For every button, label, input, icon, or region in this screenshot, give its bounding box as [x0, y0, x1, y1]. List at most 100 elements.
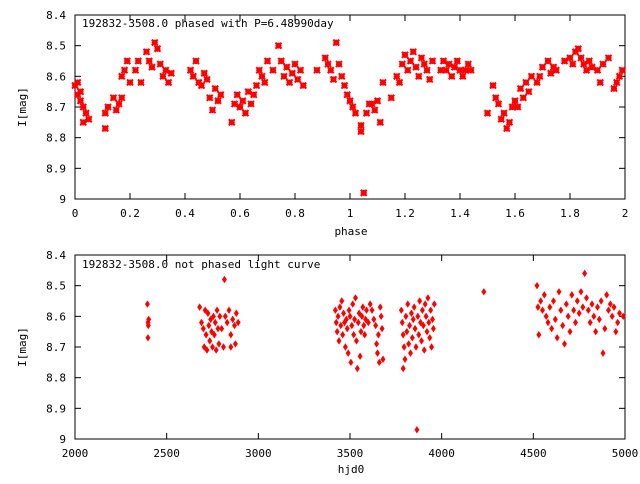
y-tick-label: 8.4	[46, 9, 66, 22]
data-point	[611, 303, 617, 311]
data-point	[426, 318, 432, 327]
data-point	[461, 66, 470, 74]
data-point	[459, 72, 467, 81]
data-point	[230, 315, 236, 324]
data-point	[74, 78, 82, 87]
data-point	[228, 343, 234, 351]
data-point	[508, 103, 516, 111]
data-point	[400, 331, 406, 339]
data-point	[313, 66, 321, 74]
data-point	[598, 297, 604, 305]
y-tick-label: 8.5	[46, 40, 66, 53]
data-point	[76, 97, 85, 105]
data-point	[369, 306, 375, 314]
data-point	[338, 72, 346, 81]
x-tick-label: 0.2	[120, 207, 140, 220]
data-point	[545, 318, 551, 327]
y-tick-label: 9	[59, 193, 66, 206]
data-point	[362, 331, 368, 339]
data-point	[587, 318, 593, 327]
data-point	[576, 309, 582, 317]
data-point	[239, 97, 247, 105]
data-point	[211, 84, 219, 93]
data-point	[206, 94, 214, 102]
data-point	[115, 100, 123, 108]
data-point	[406, 340, 412, 348]
y-tick-label: 9	[59, 433, 66, 446]
data-point	[215, 324, 221, 333]
x-tick-label: 0.8	[285, 207, 305, 220]
data-point	[219, 324, 225, 333]
data-point	[112, 106, 120, 114]
data-point	[423, 312, 429, 321]
data-point	[401, 51, 409, 59]
data-point	[378, 312, 384, 321]
data-point	[427, 334, 433, 342]
data-point	[420, 321, 426, 330]
data-point	[596, 78, 604, 87]
data-point	[584, 294, 589, 302]
data-point	[348, 358, 354, 367]
y-tick-label: 8.4	[46, 249, 66, 262]
y-tick-label: 8.7	[46, 341, 66, 354]
data-point	[404, 327, 410, 336]
data-point	[428, 57, 437, 65]
data-point	[361, 321, 367, 330]
x-axis-label: phase	[334, 225, 367, 238]
data-point	[437, 66, 445, 74]
x-tick-label: 4000	[428, 447, 455, 460]
data-point	[428, 306, 434, 314]
data-point	[376, 118, 384, 127]
data-point	[109, 94, 118, 102]
data-point	[358, 327, 364, 336]
data-point	[258, 72, 266, 81]
data-point	[364, 306, 369, 314]
data-point	[503, 124, 511, 133]
data-point	[216, 340, 222, 348]
data-point	[277, 57, 285, 65]
data-point	[430, 324, 436, 333]
data-point	[131, 66, 140, 74]
data-point	[291, 60, 299, 68]
y-axis-label: I[mag]	[16, 87, 29, 127]
data-point	[356, 309, 362, 317]
data-point	[235, 318, 241, 327]
data-point	[123, 57, 131, 65]
data-point	[595, 303, 600, 311]
data-point	[363, 315, 369, 324]
data-point	[411, 303, 417, 311]
data-point	[376, 358, 382, 367]
data-point	[489, 81, 497, 90]
data-point	[213, 346, 219, 354]
x-tick-label: 5000	[612, 447, 639, 460]
data-point	[244, 87, 252, 96]
data-point	[346, 306, 352, 314]
data-point	[613, 327, 619, 336]
data-point	[551, 297, 556, 305]
x-tick-label: 3000	[245, 447, 272, 460]
data-point	[408, 309, 414, 317]
data-point	[347, 312, 353, 321]
data-point	[189, 72, 197, 81]
data-point	[552, 315, 558, 324]
data-point	[409, 334, 415, 342]
data-point	[200, 324, 206, 333]
data-point	[567, 327, 573, 336]
data-point	[577, 54, 585, 62]
data-point	[101, 109, 109, 117]
data-point	[379, 78, 387, 87]
data-point	[159, 72, 167, 81]
data-point	[600, 349, 606, 357]
data-point	[79, 118, 87, 127]
data-point	[541, 291, 547, 299]
data-point	[206, 321, 212, 330]
data-point	[118, 72, 126, 81]
data-point	[134, 57, 142, 65]
data-point	[197, 81, 206, 90]
data-point	[379, 324, 385, 333]
data-point	[395, 78, 404, 87]
data-point	[405, 300, 411, 308]
data-point	[593, 327, 599, 336]
data-point	[203, 75, 211, 84]
data-point	[373, 97, 382, 105]
